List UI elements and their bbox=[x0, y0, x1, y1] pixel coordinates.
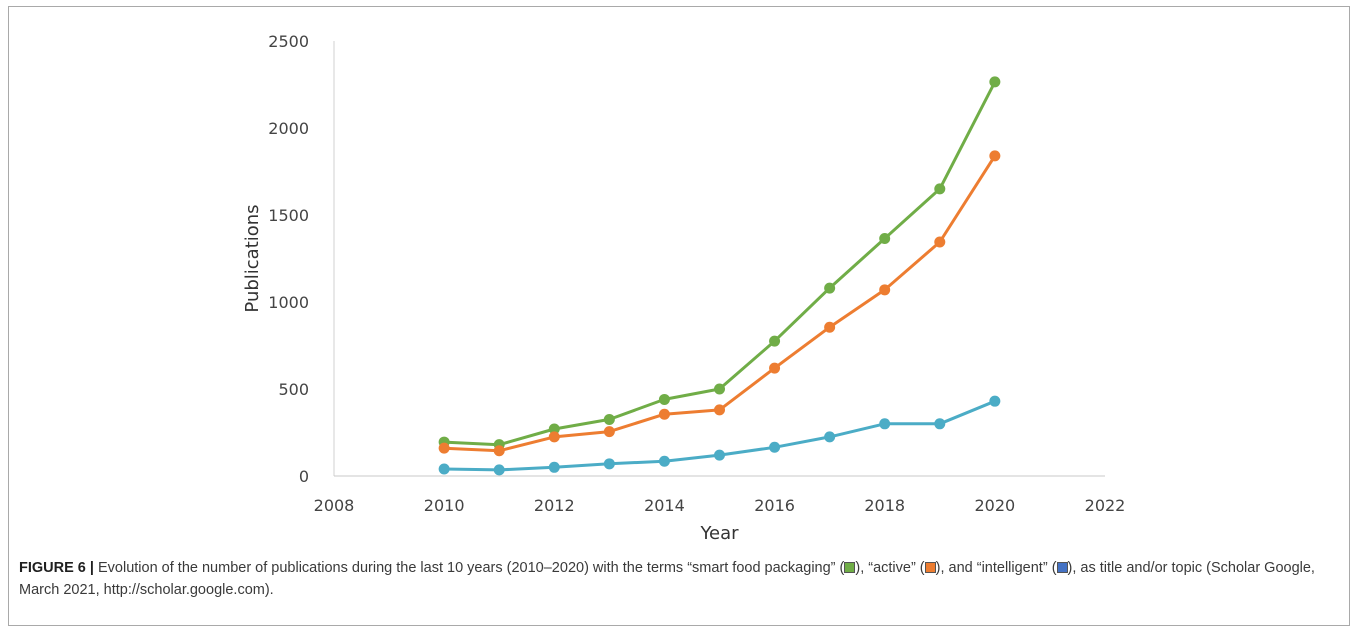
data-point bbox=[824, 282, 836, 294]
chart-axes: 0 500 1000 1500 2000 2500 2008 2010 2012 2014 2016… bbox=[268, 32, 1125, 515]
data-point bbox=[493, 445, 505, 457]
series-3 bbox=[438, 395, 1001, 476]
data-point bbox=[548, 461, 560, 473]
data-point bbox=[658, 455, 670, 467]
figure-frame bbox=[8, 6, 1350, 626]
data-point bbox=[989, 150, 1001, 162]
y-tick-label: 500 bbox=[278, 380, 309, 399]
data-point bbox=[769, 335, 781, 347]
caption-text-2: ), “active” ( bbox=[855, 560, 925, 576]
data-point bbox=[769, 441, 781, 453]
data-point bbox=[879, 284, 891, 296]
data-point bbox=[438, 463, 450, 475]
data-point bbox=[658, 393, 670, 405]
x-tick-label: 2010 bbox=[424, 496, 465, 515]
data-point bbox=[493, 464, 505, 476]
x-tick-label: 2020 bbox=[974, 496, 1015, 515]
x-tick-label: 2022 bbox=[1085, 496, 1126, 515]
data-point bbox=[879, 418, 891, 430]
data-point bbox=[989, 395, 1001, 407]
data-point bbox=[603, 413, 615, 425]
data-point bbox=[603, 426, 615, 438]
orange-swatch-icon bbox=[924, 562, 936, 573]
data-point bbox=[934, 236, 946, 248]
figure-caption: FIGURE 6 | Evolution of the number of pu… bbox=[19, 557, 1339, 601]
data-point bbox=[934, 418, 946, 430]
caption-text-4: ), as title and/or topic (Scholar Google… bbox=[19, 560, 1315, 598]
y-axis-title: Publications bbox=[242, 204, 263, 312]
caption-text-1: Evolution of the number of publications … bbox=[93, 560, 845, 576]
data-point bbox=[824, 431, 836, 443]
data-point bbox=[769, 362, 781, 374]
caption-label: FIGURE 6 | bbox=[19, 560, 94, 576]
data-point bbox=[438, 442, 450, 454]
y-tick-label: 2000 bbox=[268, 119, 309, 138]
green-swatch-icon bbox=[844, 562, 856, 573]
data-point bbox=[658, 408, 670, 420]
y-tick-label: 0 bbox=[299, 467, 309, 486]
series-2 bbox=[438, 150, 1001, 457]
y-tick-label: 2500 bbox=[268, 32, 309, 51]
data-point bbox=[714, 383, 725, 395]
chart-series bbox=[438, 76, 1001, 476]
x-tick-label: 2018 bbox=[864, 496, 905, 515]
data-point bbox=[548, 423, 560, 435]
y-tick-label: 1500 bbox=[268, 206, 309, 225]
y-tick-label: 1000 bbox=[268, 293, 309, 312]
data-point bbox=[714, 404, 725, 416]
series-1 bbox=[438, 76, 1001, 451]
x-tick-label: 2008 bbox=[314, 496, 355, 515]
x-tick-label: 2012 bbox=[534, 496, 575, 515]
blue-swatch-icon bbox=[1056, 562, 1068, 573]
line-chart: 0 500 1000 1500 2000 2500 2008 2010 2012 2014 2016… bbox=[242, 32, 1125, 544]
data-point bbox=[824, 321, 836, 333]
caption-text-3: ), and “intelligent” ( bbox=[935, 560, 1057, 576]
data-point bbox=[934, 183, 946, 195]
data-point bbox=[714, 449, 725, 461]
data-point bbox=[548, 431, 560, 443]
x-tick-label: 2016 bbox=[754, 496, 795, 515]
data-point bbox=[989, 76, 1001, 88]
x-axis-title: Year bbox=[699, 523, 739, 544]
x-tick-label: 2014 bbox=[644, 496, 685, 515]
data-point bbox=[879, 232, 891, 244]
data-point bbox=[603, 458, 615, 470]
